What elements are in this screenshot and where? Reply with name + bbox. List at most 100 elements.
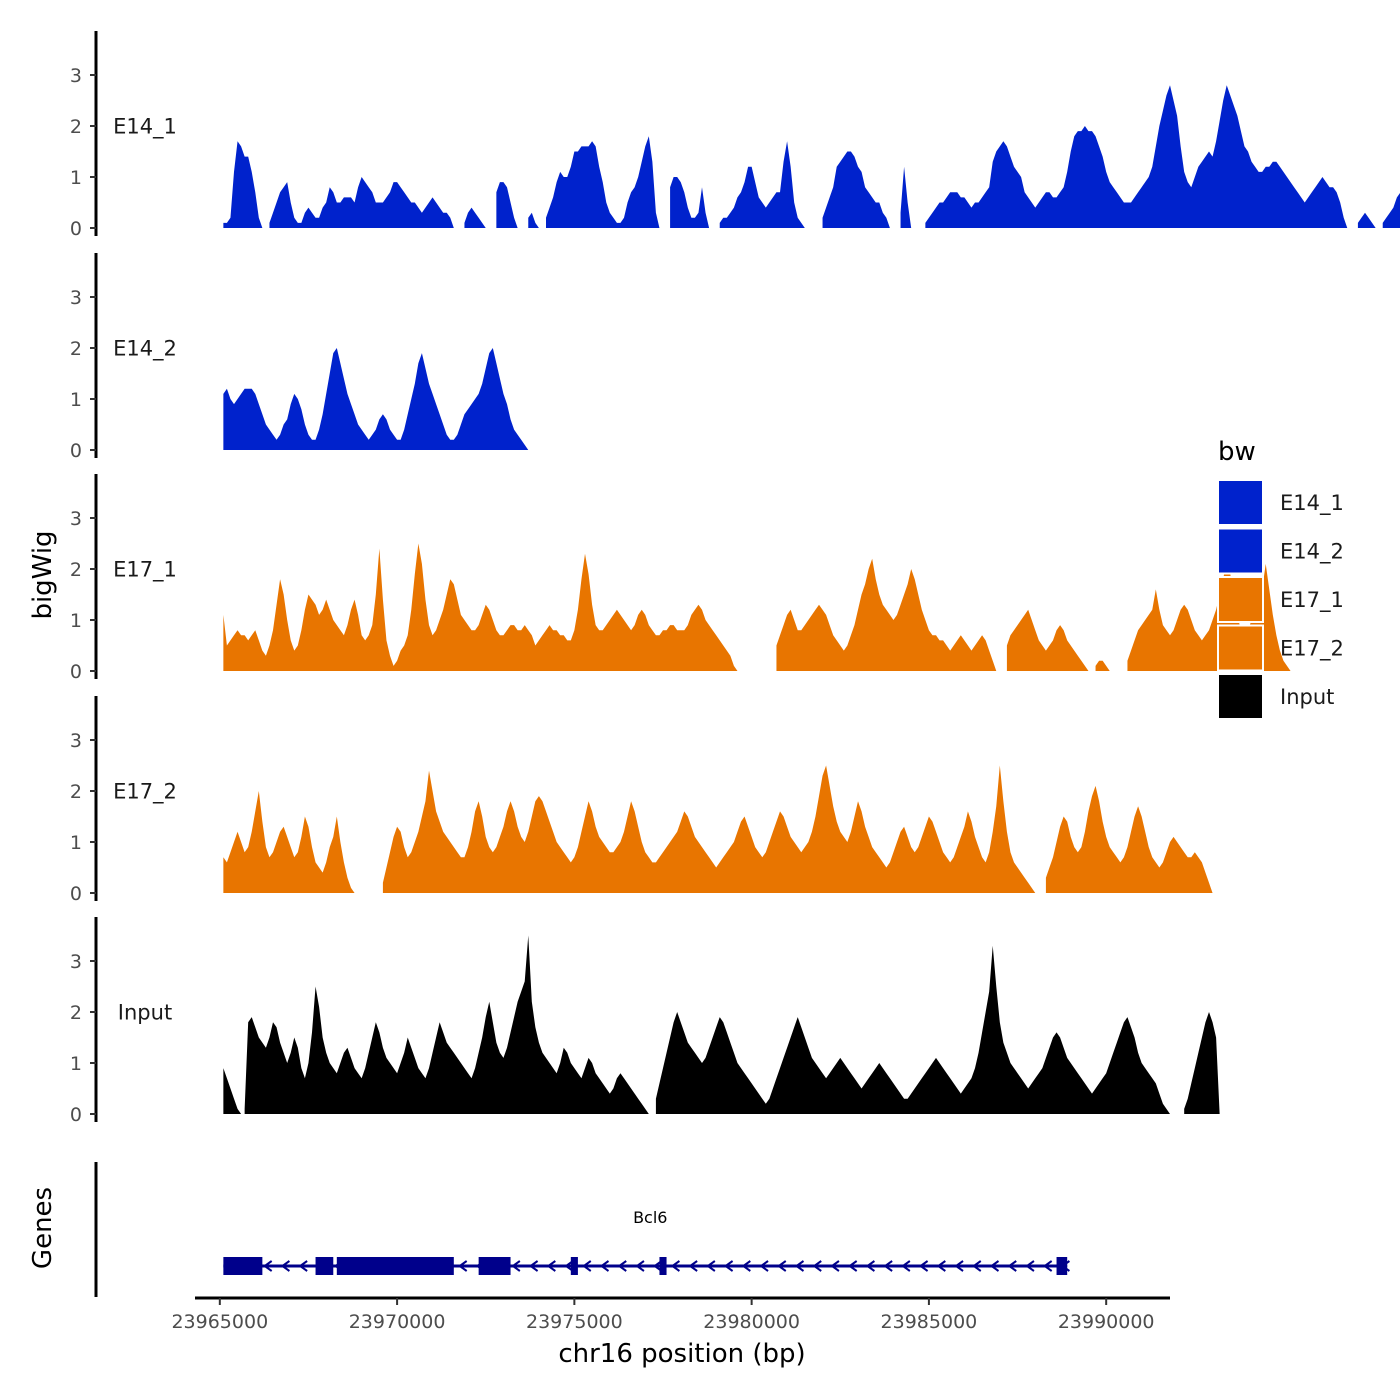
strand-chevron <box>1042 1260 1053 1272</box>
y-tick-label: 0 <box>70 1104 82 1126</box>
exon-block <box>336 1257 454 1275</box>
x-tick-label: 23980000 <box>703 1311 800 1333</box>
x-tick-label: 23965000 <box>171 1311 268 1333</box>
y-axis-title: bigWig <box>28 530 58 619</box>
legend-swatch <box>1217 624 1264 672</box>
strand-chevron <box>954 1260 964 1272</box>
strand-chevron <box>280 1260 290 1272</box>
strand-chevron <box>457 1260 468 1272</box>
legend-swatch <box>1217 673 1264 720</box>
y-tick-label: 1 <box>70 610 82 632</box>
track-label-e14-1: E14_1 <box>113 115 177 140</box>
y-tick-label: 0 <box>70 218 82 240</box>
x-tick-label: 23975000 <box>526 1311 623 1333</box>
legend-item-e14-1: E14_1 <box>1217 479 1344 526</box>
signal-area-input <box>223 935 1220 1114</box>
x-tick-label: 23970000 <box>349 1311 446 1333</box>
y-tick-label: 2 <box>70 1002 82 1024</box>
legend-label: E14_1 <box>1280 491 1344 516</box>
strand-chevron <box>688 1260 698 1272</box>
track-input: 0 1 2 3 Input <box>70 917 1220 1126</box>
strand-chevron <box>652 1260 663 1272</box>
legend-swatch <box>1217 576 1264 623</box>
y-tick-label: 0 <box>70 661 82 683</box>
signal-area-e14-2 <box>223 348 529 450</box>
track-label-input: Input <box>118 1001 172 1025</box>
strand-chevron <box>989 1260 1000 1272</box>
strand-chevron <box>262 1260 273 1272</box>
track-e14-2: 0 1 2 3 E14_2 <box>70 253 529 462</box>
strand-chevron <box>847 1260 858 1272</box>
y-tick-label: 2 <box>70 781 82 803</box>
strand-chevron <box>901 1260 911 1272</box>
y-tick-label: 1 <box>70 167 82 189</box>
strand-chevron <box>564 1260 574 1272</box>
exon-block <box>1056 1257 1068 1275</box>
y-tick-label: 3 <box>70 287 82 309</box>
y-tick-label: 1 <box>70 832 82 854</box>
y-tick-label: 0 <box>70 440 82 462</box>
y-tick-label: 3 <box>70 730 82 752</box>
strand-chevron <box>741 1260 751 1272</box>
gene-label: Bcl6 <box>633 1208 667 1227</box>
exon-block <box>659 1257 667 1275</box>
strand-chevron <box>759 1260 769 1272</box>
y-tick-label: 0 <box>70 883 82 905</box>
exon-block <box>223 1257 263 1275</box>
strand-chevron <box>599 1260 610 1272</box>
strand-chevron <box>794 1260 805 1272</box>
strand-chevron <box>298 1260 308 1272</box>
exon-block <box>315 1257 334 1275</box>
track-label-e17-1: E17_1 <box>113 558 177 583</box>
track-e14-1: 0 1 2 3 E14_1 <box>70 31 1400 240</box>
y-tick-label: 2 <box>70 116 82 138</box>
legend-item-e17-2: E17_2 <box>1217 624 1344 672</box>
strand-chevron <box>777 1260 787 1272</box>
y-tick-label: 3 <box>70 951 82 973</box>
legend-item-e17-1: E17_1 <box>1217 576 1344 623</box>
track-e17-2: 0 1 2 3 E17_2 <box>70 696 1213 905</box>
signal-area-e17-1 <box>223 543 1291 671</box>
legend-item-input: Input <box>1217 673 1334 720</box>
strand-chevron <box>706 1260 716 1272</box>
y-tick-label: 3 <box>70 65 82 87</box>
strand-chevron <box>546 1260 556 1272</box>
legend-swatch <box>1217 479 1264 526</box>
y-tick-label: 2 <box>70 338 82 360</box>
strand-chevron <box>528 1260 539 1272</box>
y-tick-label: 3 <box>70 508 82 530</box>
signal-area-e14-1 <box>223 85 1400 228</box>
y-tick-label: 2 <box>70 559 82 581</box>
legend-label: E17_2 <box>1280 637 1344 662</box>
strand-chevron <box>883 1260 893 1272</box>
legend: bw E14_1 E14_2 E17_1 E17_2 Input <box>1217 437 1344 720</box>
strand-chevron <box>617 1260 627 1272</box>
x-tick-label: 23990000 <box>1058 1311 1155 1333</box>
x-tick-label: 23985000 <box>881 1311 978 1333</box>
legend-label: E17_1 <box>1280 588 1344 613</box>
strand-chevron <box>1025 1260 1035 1272</box>
exon-block <box>570 1257 578 1275</box>
track-e17-1: 0 1 2 3 E17_1 <box>70 474 1291 683</box>
strand-chevron <box>582 1260 592 1272</box>
y-tick-label: 1 <box>70 389 82 411</box>
legend-label: Input <box>1280 685 1334 709</box>
legend-label: E14_2 <box>1280 540 1344 565</box>
x-axis: 23965000 23970000 23975000 23980000 23985000… <box>171 1296 1170 1333</box>
signal-area-e17-2 <box>223 765 1213 893</box>
track-label-e14-2: E14_2 <box>113 337 177 362</box>
strand-chevron <box>918 1260 929 1272</box>
strand-chevron <box>635 1260 645 1272</box>
strand-chevron <box>812 1260 822 1272</box>
genes-axis-title: Genes <box>28 1187 58 1269</box>
strand-chevron <box>511 1260 521 1272</box>
exon-block <box>478 1257 511 1275</box>
legend-item-e14-2: E14_2 <box>1217 527 1344 575</box>
y-tick-label: 1 <box>70 1053 82 1075</box>
legend-swatch <box>1217 527 1264 575</box>
legend-title: bw <box>1218 437 1256 467</box>
strand-chevron <box>936 1260 946 1272</box>
strand-chevron <box>865 1260 875 1272</box>
track-label-e17-2: E17_2 <box>113 780 177 805</box>
